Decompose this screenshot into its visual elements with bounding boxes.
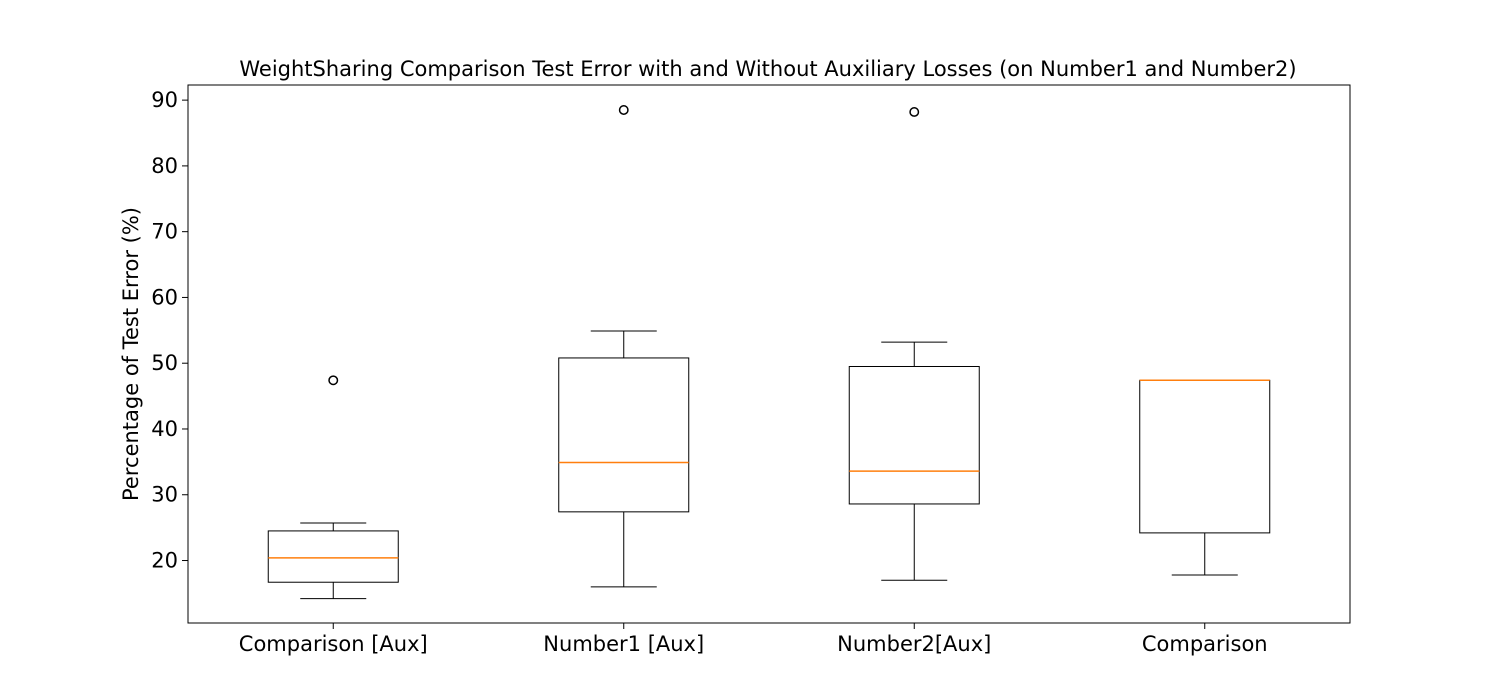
outlier-point-comparison-aux (328, 375, 339, 386)
x-tick-label: Comparison (1142, 632, 1268, 656)
x-tick-label: Comparison [Aux] (239, 632, 428, 656)
chart-title: WeightSharing Comparison Test Error with… (239, 57, 1296, 81)
y-axis-label: Percentage of Test Error (%) (119, 207, 143, 501)
y-tick-label: 60 (151, 285, 178, 309)
outlier-point-number1-aux (618, 105, 629, 115)
box-comparison (1139, 379, 1271, 534)
box-number2-aux (848, 365, 980, 505)
plot-area: 20 30 40 50 60 70 80 90 Comparison [Aux] Number1 … (151, 88, 1271, 656)
y-tick-label: 20 (151, 549, 178, 573)
y-tick-label: 30 (151, 483, 178, 507)
y-tick-label: 90 (151, 88, 178, 112)
y-tick-label: 40 (151, 417, 178, 441)
x-tick-label: Number1 [Aux] (543, 632, 704, 656)
y-tick-label: 80 (151, 154, 178, 178)
axes-frame (187, 84, 1351, 624)
box-comparison-aux (267, 530, 399, 583)
box-number1-aux (558, 357, 690, 513)
y-tick-label: 70 (151, 220, 178, 244)
y-tick-label: 50 (151, 351, 178, 375)
x-tick-label: Number2[Aux] (837, 632, 991, 656)
outlier-point-number2-aux (909, 107, 920, 117)
